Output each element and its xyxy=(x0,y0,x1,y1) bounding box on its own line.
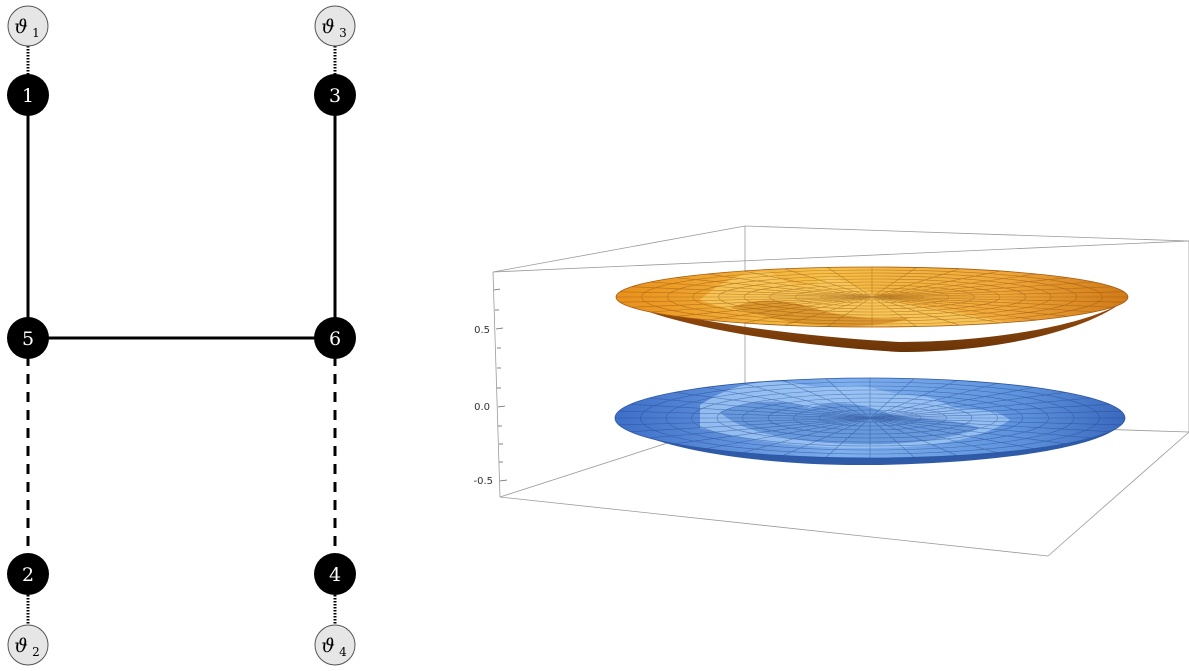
graph-diagram: ϑ 1 ϑ 3 ϑ 2 ϑ 4 1 3 5 xyxy=(7,5,356,666)
upper-surface xyxy=(615,266,1129,352)
node-1: 1 xyxy=(7,74,49,116)
svg-text:2: 2 xyxy=(22,564,34,586)
surface-plot-3d: 0.5 0.0 -0.5 xyxy=(473,225,1189,557)
svg-text:4: 4 xyxy=(329,564,341,586)
node-3: 3 xyxy=(314,74,356,116)
node-6: 6 xyxy=(314,317,356,359)
svg-text:5: 5 xyxy=(22,328,34,350)
theta-node-1: ϑ 1 xyxy=(7,5,49,47)
svg-text:ϑ: ϑ xyxy=(14,635,28,657)
svg-text:ϑ: ϑ xyxy=(321,16,335,38)
node-4: 4 xyxy=(314,553,356,595)
z-axis xyxy=(493,288,508,482)
svg-text:3: 3 xyxy=(329,85,341,107)
svg-text:ϑ: ϑ xyxy=(321,635,335,657)
z-tick-label: 0.0 xyxy=(474,402,490,413)
svg-text:1: 1 xyxy=(32,26,40,40)
lower-surface xyxy=(614,377,1126,466)
theta-node-4: ϑ 4 xyxy=(314,624,356,666)
theta-node-3: ϑ 3 xyxy=(314,5,356,47)
node-5: 5 xyxy=(7,317,49,359)
svg-text:6: 6 xyxy=(329,328,341,350)
z-tick-label: -0.5 xyxy=(473,476,493,487)
bounding-box-front xyxy=(492,240,1189,557)
svg-text:1: 1 xyxy=(22,85,34,107)
svg-text:ϑ: ϑ xyxy=(14,16,28,38)
svg-text:4: 4 xyxy=(339,645,347,659)
svg-text:3: 3 xyxy=(339,26,347,40)
z-tick-label: 0.5 xyxy=(474,325,490,336)
svg-text:2: 2 xyxy=(32,645,40,659)
theta-node-2: ϑ 2 xyxy=(7,624,49,666)
node-2: 2 xyxy=(7,553,49,595)
